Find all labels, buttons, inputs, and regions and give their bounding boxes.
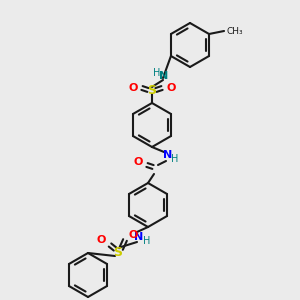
Text: S: S: [148, 83, 157, 97]
Text: N: N: [159, 71, 169, 81]
Text: O: O: [128, 83, 138, 93]
Text: O: O: [133, 157, 143, 167]
Text: O: O: [166, 83, 176, 93]
Text: N: N: [134, 232, 144, 242]
Text: O: O: [128, 230, 138, 240]
Text: S: S: [113, 245, 122, 259]
Text: H: H: [153, 68, 161, 78]
Text: O: O: [96, 235, 106, 245]
Text: H: H: [143, 236, 151, 246]
Text: CH₃: CH₃: [226, 26, 243, 35]
Text: H: H: [171, 154, 179, 164]
Text: N: N: [164, 150, 172, 160]
